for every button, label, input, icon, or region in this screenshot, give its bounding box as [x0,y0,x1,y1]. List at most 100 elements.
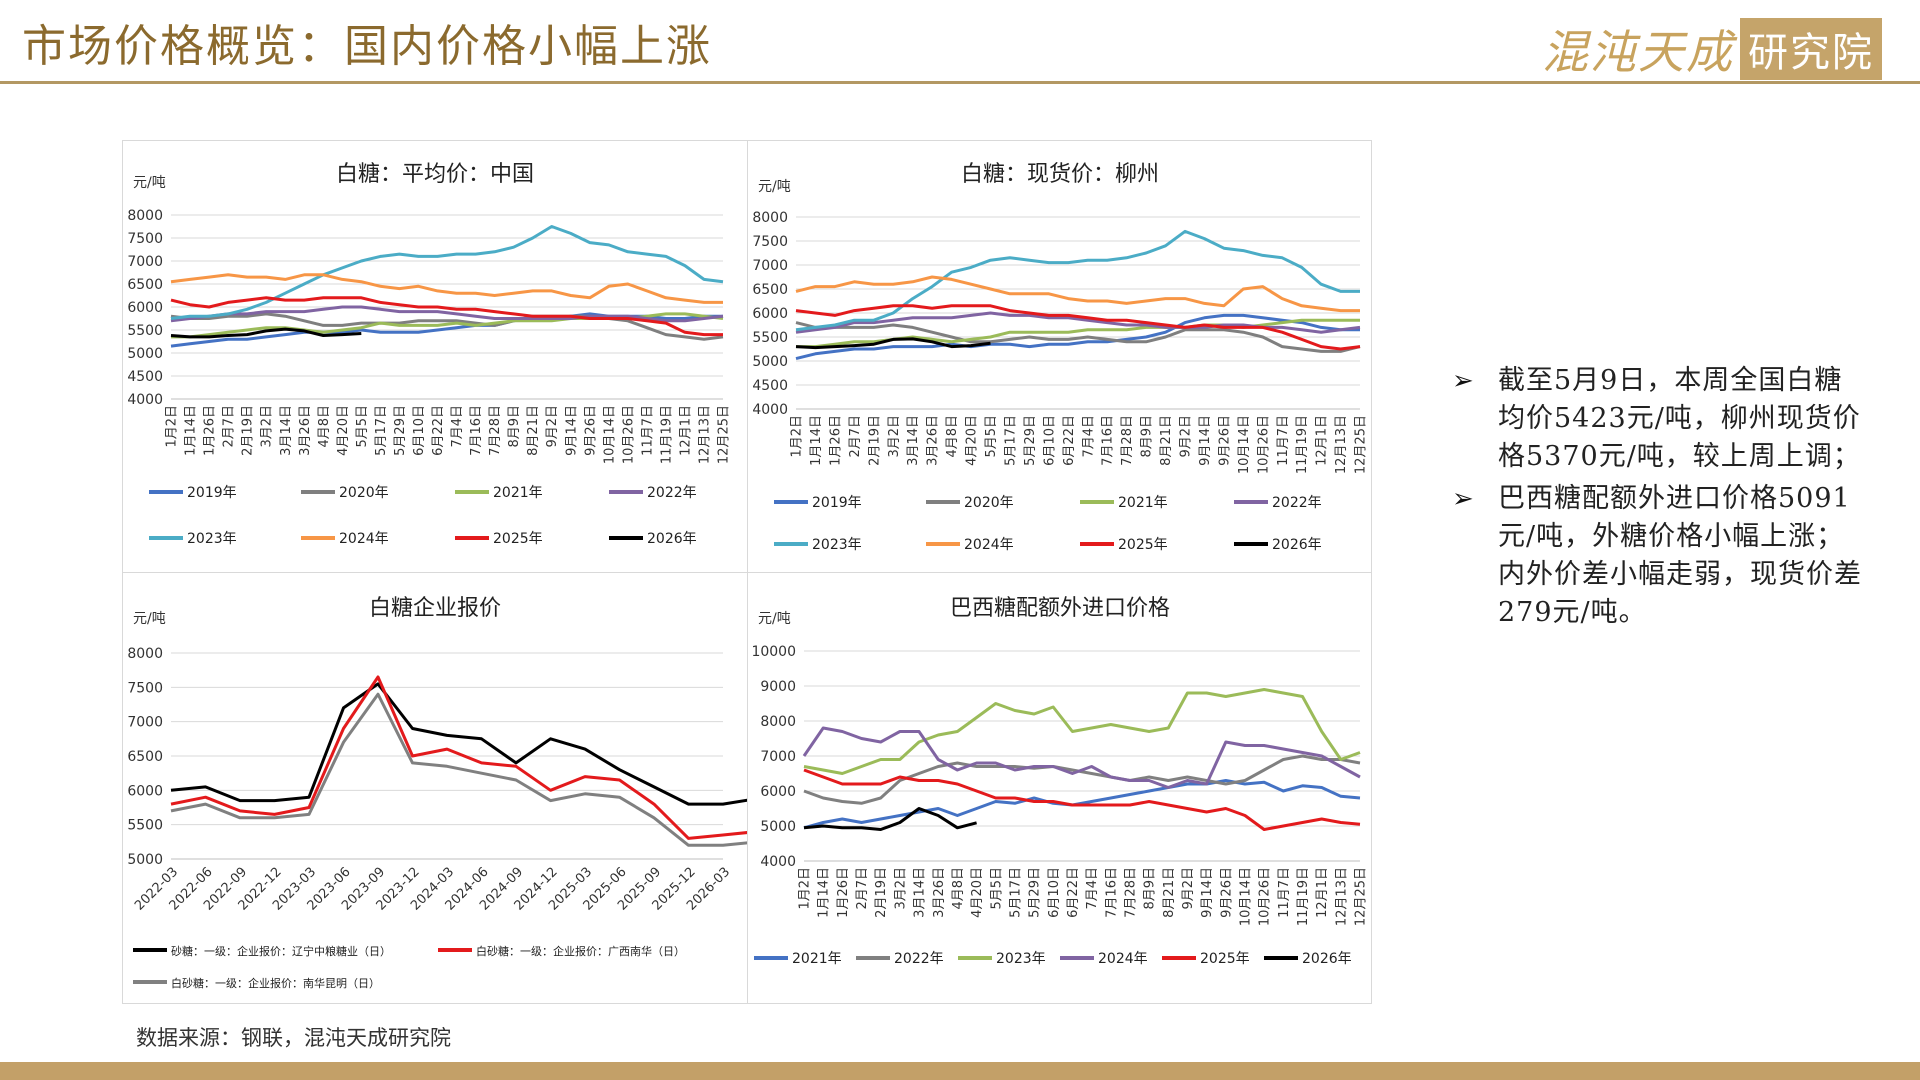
x-tick-label: 1月14日 [184,405,199,456]
x-tick-label: 4月8日 [951,867,966,910]
x-tick-label: 11月19日 [1295,415,1310,474]
footer-bar [0,1062,1920,1080]
legend-label: 2021年 [1118,495,1168,511]
x-tick-label: 7月28日 [488,405,503,456]
y-tick-label: 6000 [752,306,788,322]
x-tick-label: 8月9日 [1143,867,1158,910]
arrow-bullet-icon: ➢ [1452,484,1474,514]
x-tick-label: 9月2日 [1179,415,1194,458]
x-tick-label: 7月16日 [469,405,484,456]
x-tick-label: 11月7日 [640,405,655,456]
series-line [795,229,1360,332]
chart-title: 白糖：现货价：柳州 [961,162,1159,187]
legend-label: 2025年 [1118,537,1168,553]
x-tick-label: 3月14日 [913,867,928,918]
x-tick-label: 9月14日 [1198,415,1213,466]
y-tick-label: 4000 [752,402,788,418]
x-tick-label: 1月26日 [836,867,851,918]
series-line [803,807,977,831]
notes-list: ➢ 截至5月9日，本周全国白糖均价5423元/吨，柳州现货价格5370元/吨，较… [1452,362,1872,636]
y-axis-unit: 元/吨 [758,179,791,195]
chart-panel-enterprise-quotes: 白糖企业报价 元/吨 5000 5500 6000 6500 7000 7500 8000 202… [123,573,747,1004]
chart-national-average: 白糖：平均价：中国元/吨 4000 4500 5000 5500 6000 6500 7000… [127,162,732,547]
chart-enterprise-quotes: 白糖企业报价元/吨5000550060006500700075008000202… [127,596,747,990]
x-tick-label: 3月26日 [932,867,947,918]
x-tick-label: 6月22日 [1062,415,1077,466]
x-tick-label: 12月13日 [698,405,713,464]
x-tick-label: 6月10日 [412,405,427,456]
legend-label: 2021年 [493,485,543,501]
x-tick-label: 5月17日 [1008,867,1023,918]
x-tick-label: 2月19日 [867,415,882,466]
y-tick-label: 5000 [127,852,163,868]
series-line [795,321,1361,353]
series-line [803,779,1361,830]
x-tick-label: 11月19日 [1296,867,1311,926]
x-tick-label: 3月2日 [260,405,275,448]
note-text: 巴西糖配额外进口价格5091元/吨，外糖价格小幅上涨；内外价差小幅走弱，现货价差… [1498,483,1862,628]
y-tick-label: 7000 [127,715,163,731]
x-tick-label: 4月20日 [970,867,985,918]
series-line [170,225,724,320]
note-text: 截至5月9日，本周全国白糖均价5423元/吨，柳州现货价格5370元/吨，较上周… [1498,365,1861,472]
panel-divider-horizontal [123,572,1371,573]
x-tick-label: 12月1日 [678,405,693,456]
series-line [795,337,991,350]
y-tick-label: 5500 [127,818,163,834]
x-tick-label: 12月13日 [1334,867,1349,926]
x-tick-label: 8月21日 [1159,415,1174,466]
x-tick-label: 4月8日 [317,405,332,448]
y-axis-unit: 元/吨 [133,175,166,191]
y-tick-label: 6500 [127,277,163,293]
x-tick-label: 5月5日 [984,415,999,458]
x-tick-label: 3月14日 [906,415,921,466]
series-line [170,305,724,323]
legend-label: 2024年 [339,531,389,547]
y-tick-label: 7000 [752,258,788,274]
legend-label: 2019年 [187,485,237,501]
series-line [795,304,1361,351]
y-tick-label: 4500 [127,369,163,385]
y-tick-label: 8000 [760,714,796,730]
x-tick-label: 3月2日 [887,415,902,458]
legend-label: 2026年 [1272,537,1322,553]
note-item: ➢ 截至5月9日，本周全国白糖均价5423元/吨，柳州现货价格5370元/吨，较… [1452,362,1872,476]
page-title: 市场价格概览：国内价格小幅上涨 [22,21,712,72]
y-tick-label: 5000 [752,354,788,370]
legend-label: 白砂糖：一级：企业报价：广西南华（日） [476,944,685,958]
series-line [803,688,1361,775]
arrow-bullet-icon: ➢ [1452,366,1474,396]
legend-label: 2023年 [187,531,237,547]
x-tick-label: 10月14日 [1237,415,1252,474]
x-tick-label: 1月14日 [817,867,832,918]
x-tick-label: 1月2日 [790,415,805,458]
y-tick-label: 9000 [760,679,796,695]
x-tick-label: 12月25日 [1354,867,1369,926]
x-tick-label: 3月26日 [926,415,941,466]
x-tick-label: 9月26日 [583,405,598,456]
y-tick-label: 8000 [127,208,163,224]
x-tick-label: 9月14日 [564,405,579,456]
chart-title: 白糖企业报价 [369,596,501,621]
y-tick-label: 8000 [127,646,163,662]
x-tick-label: 10月26日 [1256,415,1271,474]
y-tick-label: 4500 [752,378,788,394]
chart-grid: 白糖：平均价：中国 元/吨 4000 4500 5000 5500 6000 6500 7000… [122,140,1372,1004]
series-line [170,692,747,847]
y-tick-label: 6500 [752,282,788,298]
x-tick-label: 9月26日 [1217,415,1232,466]
x-tick-label: 12月25日 [717,405,732,464]
legend-label: 2025年 [1200,951,1250,967]
x-tick-label: 8月9日 [507,405,522,448]
x-tick-label: 2月7日 [222,405,237,448]
x-tick-label: 1月2日 [798,867,813,910]
series-line [802,726,1361,789]
x-tick-label: 7月28日 [1123,867,1138,918]
x-tick-label: 10月26日 [621,405,636,464]
x-tick-label: 1月26日 [203,405,218,456]
y-tick-label: 5500 [752,330,788,346]
x-tick-label: 7月4日 [450,405,465,448]
x-tick-label: 5月29日 [393,405,408,456]
y-tick-label: 10000 [751,644,796,660]
legend-label: 2022年 [1272,495,1322,511]
